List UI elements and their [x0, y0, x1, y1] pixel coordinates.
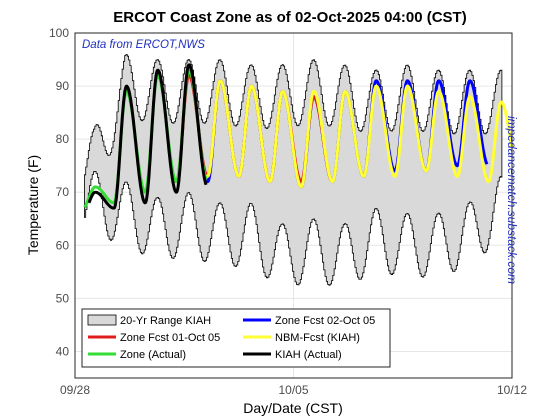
plot-frame: [74, 32, 513, 379]
y-tick-label: 70: [56, 185, 70, 199]
watermark-text: impedancematch.substack.com: [505, 116, 519, 284]
range-band-group: [84, 54, 503, 286]
x-tick-label: 10/05: [278, 383, 308, 397]
plot-area: [74, 32, 514, 379]
y-tick-label: 40: [56, 344, 70, 358]
y-tick-label: 50: [56, 291, 70, 305]
legend-label: NBM-Fcst (KIAH): [275, 332, 360, 344]
range-band: [84, 54, 503, 286]
legend: 20-Yr Range KIAH Zone Fcst 02-Oct 05 Zone …: [81, 308, 391, 368]
y-tick-label: 60: [56, 238, 70, 252]
legend-label: Zone (Actual): [120, 349, 186, 361]
x-axis-ticks: 09/28 10/05 10/12: [60, 383, 527, 397]
legend-box: [81, 308, 391, 368]
series-line-nbm-fcst-kiah: [204, 79, 514, 189]
x-axis-label: Day/Date (CST): [243, 400, 343, 416]
legend-label: KIAH (Actual): [275, 349, 342, 361]
series-line-kiah-actual: [87, 63, 208, 210]
x-tick-label: 09/28: [60, 383, 90, 397]
legend-swatch: [87, 314, 117, 326]
y-tick-label: 80: [56, 132, 70, 146]
legend-label: Zone Fcst 02-Oct 05: [275, 315, 375, 327]
source-note: Data from ERCOT,NWS: [82, 39, 205, 51]
y-tick-label: 90: [56, 79, 70, 93]
y-axis-ticks: 40 50 60 70 80 90 100: [49, 26, 69, 358]
legend-label: 20-Yr Range KIAH: [120, 315, 211, 327]
chart-title: ERCOT Coast Zone as of 02-Oct-2025 04:00…: [113, 9, 466, 26]
y-axis-label: Temperature (F): [25, 155, 41, 255]
y-tick-label: 100: [49, 26, 69, 40]
series-lines-group: [83, 63, 514, 210]
x-tick-label: 10/12: [497, 383, 527, 397]
legend-label: Zone Fcst 01-Oct 05: [120, 332, 220, 344]
